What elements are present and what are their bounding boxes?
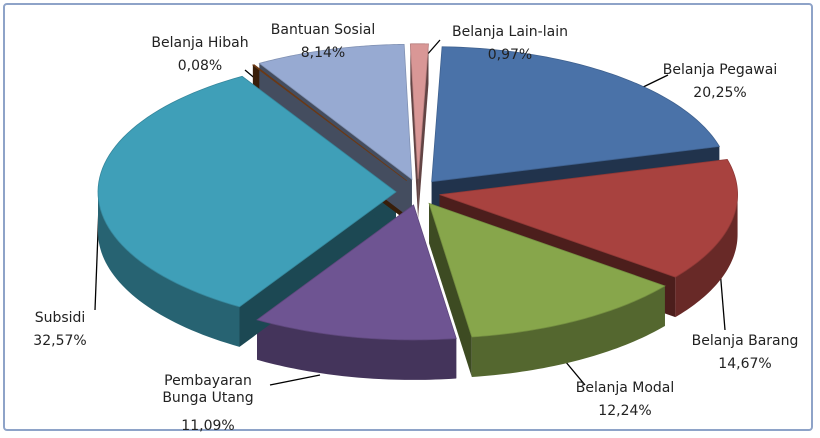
value-label: 11,09%	[181, 418, 235, 434]
slice-rim	[98, 191, 240, 347]
slice	[428, 202, 666, 338]
slice-wall	[418, 43, 429, 219]
slice-label: Bantuan Sosial	[270, 22, 376, 38]
slice-rim	[675, 194, 738, 318]
slice-wall	[429, 203, 472, 378]
slice-label: Belanja Barang	[691, 333, 799, 349]
value-label: 32,57%	[33, 333, 87, 349]
slice	[258, 43, 413, 181]
slice	[409, 43, 429, 179]
slice-label: Belanja Modal	[575, 380, 675, 396]
slice	[251, 64, 407, 181]
slice-label: Pembayaran Bunga Utang	[162, 373, 254, 406]
slice-wall	[410, 43, 419, 219]
value-label: 12,24%	[598, 403, 652, 419]
chart-frame	[3, 3, 813, 431]
value-label: 8,14%	[300, 45, 346, 61]
slice	[256, 204, 457, 341]
slice	[439, 158, 738, 278]
leader-line	[269, 374, 321, 386]
value-label: 0,97%	[487, 47, 533, 63]
value-label: 14,67%	[718, 356, 772, 372]
slice-rim	[257, 319, 457, 380]
slice-label: Belanja Pegawai	[662, 62, 778, 78]
value-label: 20,25%	[693, 85, 747, 101]
slice-tops	[97, 43, 738, 341]
slice	[97, 75, 397, 308]
slice-label: Subsidi	[34, 310, 86, 326]
slice-label: Belanja Lain-lain	[452, 24, 568, 40]
slice	[431, 46, 721, 183]
value-label: 0,08%	[177, 58, 223, 74]
slice-label: Belanja Hibah	[151, 35, 249, 51]
